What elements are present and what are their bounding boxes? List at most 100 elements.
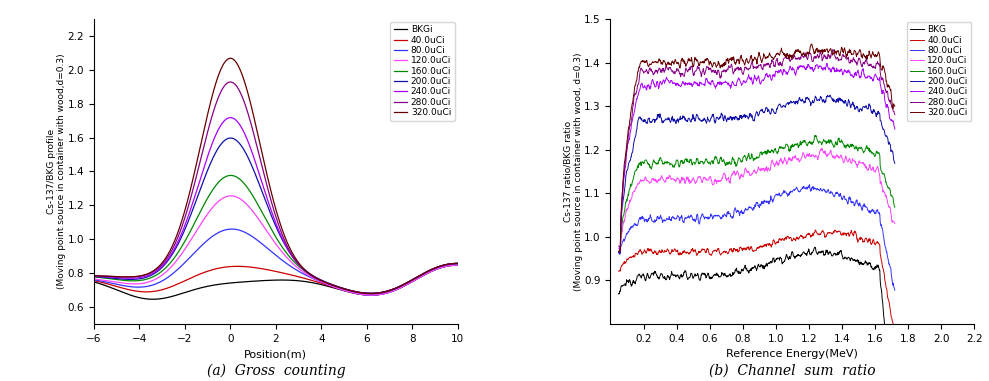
200.0uCi xyxy=(862,106,874,111)
280.0uCi xyxy=(827,47,839,52)
40.0uCi xyxy=(809,228,821,232)
280.0uCi xyxy=(829,48,841,53)
280.0uCi xyxy=(613,244,625,248)
80.0uCi xyxy=(803,182,815,187)
Text: (a)  Gross  counting: (a) Gross counting xyxy=(207,363,345,378)
280.0uCi xyxy=(88,273,100,278)
BKG xyxy=(700,275,712,280)
200.0uCi xyxy=(365,291,377,296)
320.0uCi xyxy=(363,291,375,296)
200.0uCi xyxy=(829,98,841,102)
280.0uCi xyxy=(225,80,236,84)
120.0uCi xyxy=(680,174,692,179)
Legend: BKGi, 40.0uCi, 80.0uCi, 120.0uCi, 160.0uCi, 200.0uCi, 240.0uCi, 280.0uCi, 320.0u: BKGi, 40.0uCi, 80.0uCi, 120.0uCi, 160.0u… xyxy=(390,22,455,121)
200.0uCi xyxy=(331,284,343,289)
40.0uCi xyxy=(452,263,464,267)
240.0uCi xyxy=(680,81,692,86)
Y-axis label: Cs-137 ratio/BKG ratio
(Moving point source in container with wood, d=0.3): Cs-137 ratio/BKG ratio (Moving point sou… xyxy=(564,52,583,291)
BKG xyxy=(680,272,692,276)
BKGi xyxy=(182,289,194,294)
320.0uCi xyxy=(152,265,164,269)
120.0uCi xyxy=(700,176,712,181)
120.0uCi xyxy=(303,273,315,278)
Line: BKGi: BKGi xyxy=(94,265,458,299)
160.0uCi xyxy=(794,139,806,143)
320.0uCi xyxy=(365,291,377,296)
120.0uCi xyxy=(152,275,164,280)
280.0uCi xyxy=(303,272,315,276)
280.0uCi xyxy=(700,66,712,70)
Line: 80.0uCi: 80.0uCi xyxy=(619,185,895,290)
Line: 240.0uCi: 240.0uCi xyxy=(94,118,458,293)
160.0uCi xyxy=(889,205,901,210)
160.0uCi xyxy=(303,272,315,276)
120.0uCi xyxy=(691,179,703,184)
160.0uCi xyxy=(829,144,841,149)
160.0uCi xyxy=(613,250,625,255)
280.0uCi xyxy=(365,291,377,296)
120.0uCi xyxy=(613,246,625,251)
80.0uCi xyxy=(862,208,874,212)
160.0uCi xyxy=(613,249,625,253)
Line: 200.0uCi: 200.0uCi xyxy=(94,138,458,293)
BKG xyxy=(862,261,874,265)
160.0uCi xyxy=(225,173,236,178)
120.0uCi xyxy=(816,146,828,151)
BKGi xyxy=(253,279,265,283)
Line: 200.0uCi: 200.0uCi xyxy=(619,95,895,254)
Line: 320.0uCi: 320.0uCi xyxy=(94,58,458,293)
80.0uCi xyxy=(152,280,164,285)
280.0uCi xyxy=(182,207,194,211)
280.0uCi xyxy=(452,261,464,266)
80.0uCi xyxy=(331,286,343,290)
160.0uCi xyxy=(700,157,712,162)
80.0uCi xyxy=(452,263,464,267)
40.0uCi xyxy=(303,277,315,282)
BKGi xyxy=(452,263,464,267)
240.0uCi xyxy=(363,291,375,296)
40.0uCi xyxy=(331,286,343,290)
Text: (b)  Channel  sum  ratio: (b) Channel sum ratio xyxy=(709,363,875,378)
200.0uCi xyxy=(253,182,265,186)
80.0uCi xyxy=(303,274,315,279)
40.0uCi xyxy=(680,251,692,256)
200.0uCi xyxy=(363,291,375,296)
240.0uCi xyxy=(152,267,164,272)
40.0uCi xyxy=(152,288,164,293)
120.0uCi xyxy=(331,286,343,290)
320.0uCi xyxy=(303,271,315,275)
200.0uCi xyxy=(613,250,625,255)
240.0uCi xyxy=(613,249,625,254)
40.0uCi xyxy=(794,234,806,239)
80.0uCi xyxy=(253,239,265,244)
Line: 80.0uCi: 80.0uCi xyxy=(94,229,458,295)
BKGi xyxy=(363,293,375,298)
BKG xyxy=(613,291,625,296)
80.0uCi xyxy=(828,194,840,199)
40.0uCi xyxy=(690,253,702,257)
160.0uCi xyxy=(88,275,100,279)
240.0uCi xyxy=(794,64,806,68)
200.0uCi xyxy=(152,269,164,273)
200.0uCi xyxy=(889,161,901,166)
160.0uCi xyxy=(452,261,464,266)
200.0uCi xyxy=(613,252,625,256)
Y-axis label: Cs-137/BKG profile
(Moving point source in container with wood,d=0.3): Cs-137/BKG profile (Moving point source … xyxy=(46,54,66,289)
200.0uCi xyxy=(794,98,806,103)
40.0uCi xyxy=(700,251,712,255)
240.0uCi xyxy=(88,274,100,278)
240.0uCi xyxy=(331,284,343,289)
160.0uCi xyxy=(862,148,874,152)
320.0uCi xyxy=(794,49,806,53)
Line: BKG: BKG xyxy=(619,247,895,381)
240.0uCi xyxy=(303,271,315,276)
240.0uCi xyxy=(829,66,841,70)
Line: 120.0uCi: 120.0uCi xyxy=(94,196,458,295)
120.0uCi xyxy=(225,194,237,198)
200.0uCi xyxy=(303,271,315,275)
120.0uCi xyxy=(862,168,874,172)
120.0uCi xyxy=(365,293,377,298)
320.0uCi xyxy=(253,138,265,142)
120.0uCi xyxy=(889,221,901,226)
120.0uCi xyxy=(829,155,841,159)
